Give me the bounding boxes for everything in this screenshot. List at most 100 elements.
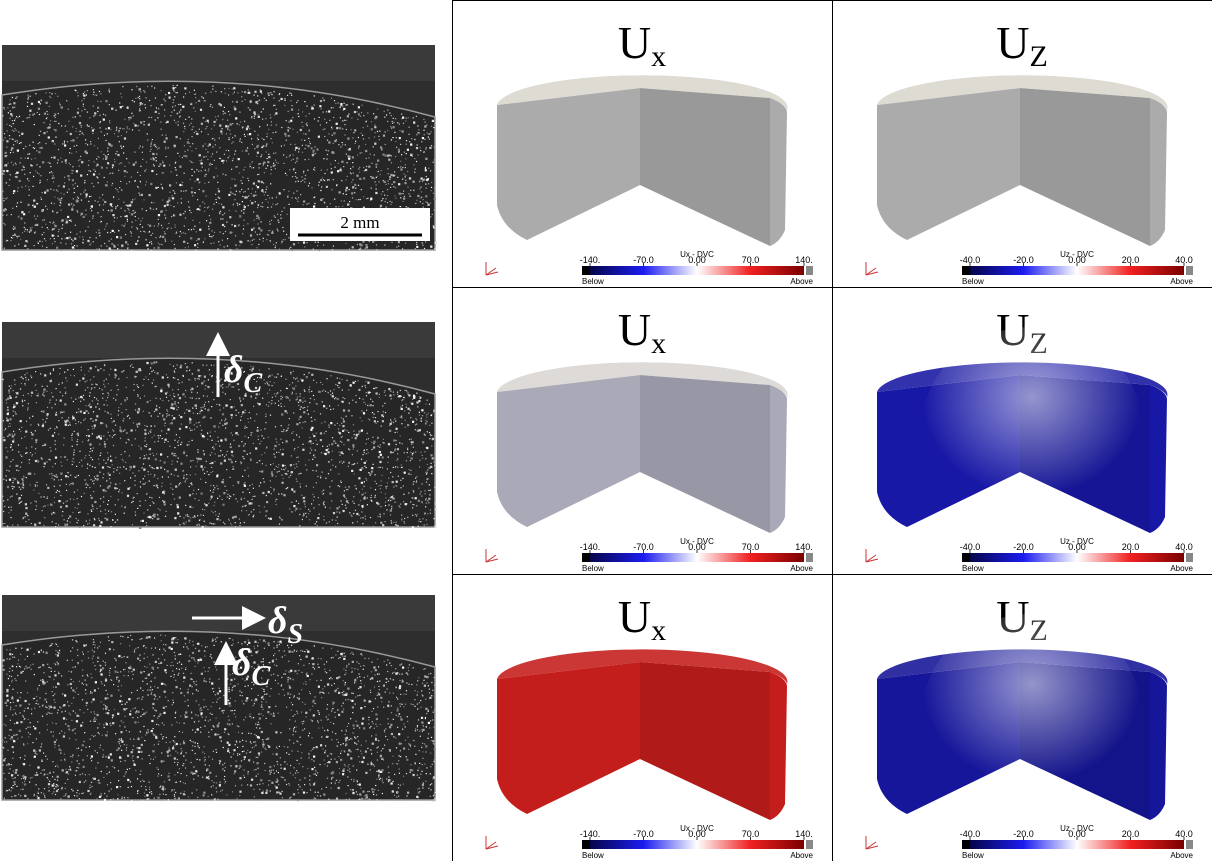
speckle: [221, 203, 223, 205]
speckle: [307, 169, 309, 171]
speckle: [193, 424, 195, 426]
speckle: [153, 485, 155, 487]
speckle: [96, 474, 99, 477]
speckle: [60, 242, 62, 244]
speckle: [4, 428, 7, 430]
speckle: [119, 472, 121, 474]
speckle: [52, 466, 54, 468]
speckle: [259, 443, 261, 445]
speckle: [345, 128, 347, 131]
speckle: [324, 128, 326, 130]
ct-image: 2 mm: [1, 45, 437, 252]
speckle: [83, 492, 85, 494]
speckle: [14, 128, 16, 130]
speckle: [370, 487, 372, 489]
speckle: [3, 209, 6, 212]
speckle: [252, 182, 255, 185]
speckle: [331, 437, 334, 439]
speckle: [100, 422, 103, 425]
speckle: [257, 206, 259, 209]
speckle: [410, 501, 412, 503]
speckle: [162, 416, 164, 418]
speckle: [288, 424, 290, 426]
speckle: [210, 526, 212, 528]
speckle: [71, 203, 73, 205]
speckle: [207, 122, 209, 124]
speckle: [433, 197, 436, 201]
speckle: [53, 496, 55, 499]
speckle: [384, 402, 386, 404]
speckle: [314, 419, 316, 421]
speckle: [102, 209, 104, 211]
speckle: [432, 161, 434, 163]
speckle: [362, 138, 365, 140]
speckle: [180, 462, 183, 465]
speckle: [24, 503, 27, 506]
speckle: [390, 499, 392, 502]
speckle: [197, 378, 199, 380]
speckle: [99, 221, 102, 223]
speckle: [3, 173, 5, 175]
speckle: [156, 372, 159, 375]
speckle: [171, 460, 173, 462]
speckle: [164, 100, 166, 102]
speckle: [134, 514, 137, 516]
speckle: [143, 90, 145, 92]
speckle: [110, 413, 112, 415]
speckle: [226, 364, 228, 366]
speckle: [372, 400, 374, 403]
speckle: [206, 126, 208, 128]
speckle: [88, 522, 90, 524]
speckle: [139, 104, 141, 107]
speckle: [224, 379, 227, 382]
speckle: [79, 133, 81, 136]
speckle: [88, 370, 90, 372]
speckle: [273, 162, 275, 164]
speckle: [86, 483, 88, 486]
speckle: [300, 472, 302, 474]
speckle: [161, 485, 163, 487]
speckle: [231, 224, 233, 226]
speckle: [174, 105, 176, 107]
speckle: [286, 387, 288, 390]
speckle: [225, 369, 227, 371]
speckle: [420, 397, 422, 399]
speckle: [174, 377, 176, 379]
speckle: [161, 172, 163, 174]
speckle: [205, 460, 207, 462]
speckle: [280, 398, 282, 400]
speckle: [315, 439, 317, 441]
speckle: [160, 453, 163, 456]
speckle: [199, 108, 203, 111]
speckle: [362, 506, 364, 509]
speckle: [331, 459, 333, 461]
speckle: [221, 419, 223, 421]
speckle: [9, 396, 12, 399]
speckle: [210, 104, 212, 106]
speckle: [162, 188, 164, 190]
speckle: [117, 191, 119, 193]
speckle: [78, 512, 80, 514]
speckle: [298, 147, 300, 149]
speckle: [374, 496, 376, 498]
speckle: [352, 522, 354, 524]
speckle: [247, 488, 249, 490]
speckle: [102, 158, 104, 160]
speckle: [401, 400, 403, 402]
speckle: [381, 149, 383, 151]
speckle: [145, 210, 147, 212]
speckle: [231, 417, 233, 419]
speckle: [137, 97, 139, 99]
speckle: [184, 93, 187, 95]
speckle: [400, 143, 402, 145]
speckle: [398, 151, 400, 153]
speckle: [255, 393, 258, 396]
speckle: [12, 227, 14, 229]
speckle: [41, 192, 43, 194]
speckle: [179, 366, 182, 369]
speckle: [231, 386, 233, 388]
speckle: [247, 437, 249, 439]
speckle: [149, 496, 151, 498]
speckle: [391, 201, 393, 203]
